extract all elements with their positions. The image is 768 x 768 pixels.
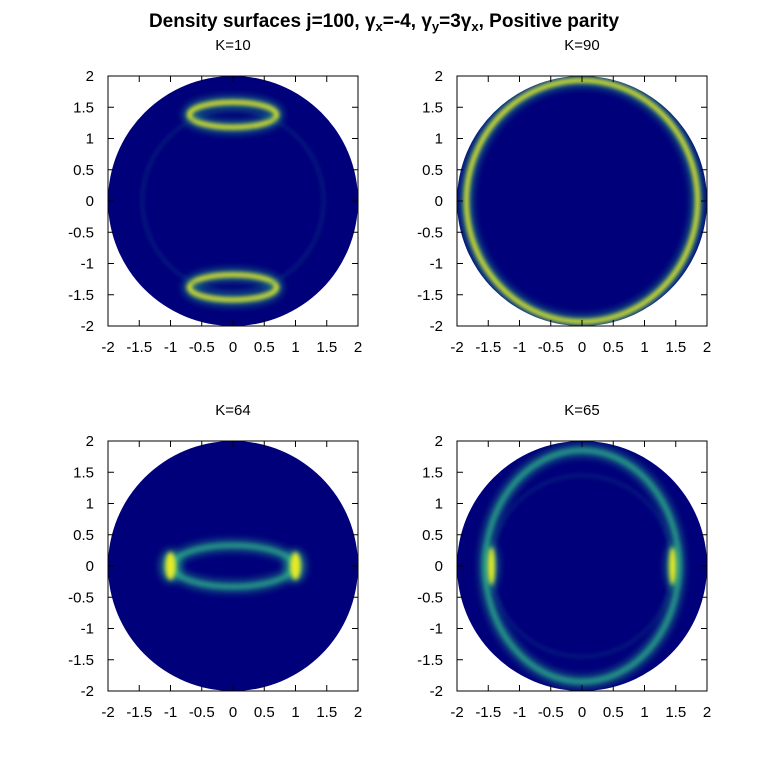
- x-tick-label: 1: [291, 704, 299, 721]
- y-tick-label: 0: [435, 193, 443, 210]
- x-tick-label: -2: [450, 704, 463, 721]
- y-tick-label: 0.5: [73, 162, 94, 179]
- density-disk: [457, 76, 707, 326]
- density-spot: [290, 552, 301, 580]
- y-tick-label: 0.5: [422, 527, 443, 544]
- y-tick-label: -2: [81, 683, 94, 700]
- x-tick-label: -1.5: [126, 339, 152, 356]
- y-tick-label: -0.5: [417, 224, 443, 241]
- y-tick-label: -0.5: [417, 589, 443, 606]
- y-tick-label: 1: [86, 131, 94, 148]
- x-tick-label: -2: [101, 704, 114, 721]
- x-tick-label: -0.5: [189, 704, 215, 721]
- x-tick-label: 1.5: [665, 339, 686, 356]
- x-tick-label: 0.5: [603, 704, 624, 721]
- x-tick-label: -1.5: [475, 704, 501, 721]
- y-tick-label: 2: [86, 68, 94, 85]
- x-tick-label: 0: [229, 339, 237, 356]
- y-tick-label: -1.5: [417, 652, 443, 669]
- y-tick-label: -0.5: [68, 589, 94, 606]
- y-tick-label: 1.5: [73, 464, 94, 481]
- panel-3: K=64 -2 -1.5 -1 -0.5 0 0.5 1 1.5 2 -2 -1.5 -1 -0.5 0 0.…: [68, 402, 362, 721]
- x-tick-label: -1: [513, 339, 526, 356]
- y-tick-label: 0: [435, 558, 443, 575]
- x-tick-label: -1: [164, 704, 177, 721]
- x-tick-label: -1: [164, 339, 177, 356]
- density-disk: [108, 441, 358, 691]
- density-spot: [487, 547, 495, 585]
- y-tick-label: 1: [435, 131, 443, 148]
- panel-title: K=90: [564, 37, 599, 54]
- x-tick-label: -2: [101, 339, 114, 356]
- y-tick-label: 1: [86, 496, 94, 513]
- density-spot: [669, 547, 677, 585]
- density-ring: [187, 100, 279, 130]
- panel-1: K=10 -2 -1.5 -1 -0.5 0 0.5 1 1.5 2 -2 -1.5 -1 -0.5 0 0.…: [68, 37, 362, 356]
- x-tick-label: 0.5: [603, 339, 624, 356]
- y-tick-label: 0.5: [73, 527, 94, 544]
- x-tick-label: -1.5: [475, 339, 501, 356]
- x-tick-label: -0.5: [538, 704, 564, 721]
- x-tick-label: 1.5: [316, 704, 337, 721]
- x-tick-label: 1: [640, 704, 648, 721]
- y-tick-label: 2: [435, 433, 443, 450]
- x-tick-label: -0.5: [538, 339, 564, 356]
- density-disk: [457, 441, 707, 691]
- y-tick-label: 1: [435, 496, 443, 513]
- y-tick-label: -2: [430, 318, 443, 335]
- x-tick-label: 1.5: [665, 704, 686, 721]
- x-tick-label: 1: [291, 339, 299, 356]
- y-tick-label: 2: [435, 68, 443, 85]
- density-ring: [187, 272, 279, 302]
- y-tick-label: 1.5: [73, 99, 94, 116]
- y-tick-label: -1: [81, 256, 94, 273]
- density-spot: [165, 552, 176, 580]
- y-tick-label: -1: [81, 621, 94, 638]
- panel-title: K=10: [215, 37, 250, 54]
- x-tick-label: -0.5: [189, 339, 215, 356]
- x-tick-label: 1: [640, 339, 648, 356]
- panel-2: K=90 -2 -1.5 -1 -0.5 0 0.5 1 1.5 2 -2 -1.5 -1 -0.5 0 0.…: [417, 37, 711, 356]
- x-tick-label: 0: [578, 339, 586, 356]
- y-tick-label: 2: [86, 433, 94, 450]
- x-tick-label: -1: [513, 704, 526, 721]
- panel-title: K=65: [564, 402, 599, 419]
- x-tick-label: -1.5: [126, 704, 152, 721]
- y-tick-label: -1: [430, 621, 443, 638]
- y-tick-label: 0: [86, 558, 94, 575]
- x-tick-label: 1.5: [316, 339, 337, 356]
- figure-title: Density surfaces j=100, γx=-4, γy=3γx, P…: [149, 11, 620, 34]
- density-disk: [108, 76, 358, 326]
- y-tick-label: -1.5: [417, 287, 443, 304]
- x-tick-label: 0.5: [254, 704, 275, 721]
- y-tick-label: -2: [81, 318, 94, 335]
- y-tick-label: -2: [430, 683, 443, 700]
- y-tick-label: 0: [86, 193, 94, 210]
- panels: K=10 -2 -1.5 -1 -0.5 0 0.5 1 1.5 2 -2 -1.5 -1 -0.5 0 0.…: [68, 37, 711, 721]
- y-tick-label: -1.5: [68, 652, 94, 669]
- panel-4: K=65 -2 -1.5 -1 -0.5 0 0.5 1 1.5 2 -2 -1.5 -1 -0.5 0 0.…: [417, 402, 711, 721]
- x-tick-label: 2: [354, 339, 362, 356]
- x-tick-label: 0: [578, 704, 586, 721]
- y-tick-label: 1.5: [422, 464, 443, 481]
- y-tick-label: -0.5: [68, 224, 94, 241]
- y-tick-label: 0.5: [422, 162, 443, 179]
- x-tick-label: 2: [703, 704, 711, 721]
- y-tick-label: -1: [430, 256, 443, 273]
- x-tick-label: 0: [229, 704, 237, 721]
- faint-ring: [141, 109, 325, 293]
- panel-title: K=64: [215, 402, 250, 419]
- x-tick-label: 2: [703, 339, 711, 356]
- y-tick-label: -1.5: [68, 287, 94, 304]
- x-tick-label: -2: [450, 339, 463, 356]
- y-tick-label: 1.5: [422, 99, 443, 116]
- x-tick-label: 2: [354, 704, 362, 721]
- x-tick-label: 0.5: [254, 339, 275, 356]
